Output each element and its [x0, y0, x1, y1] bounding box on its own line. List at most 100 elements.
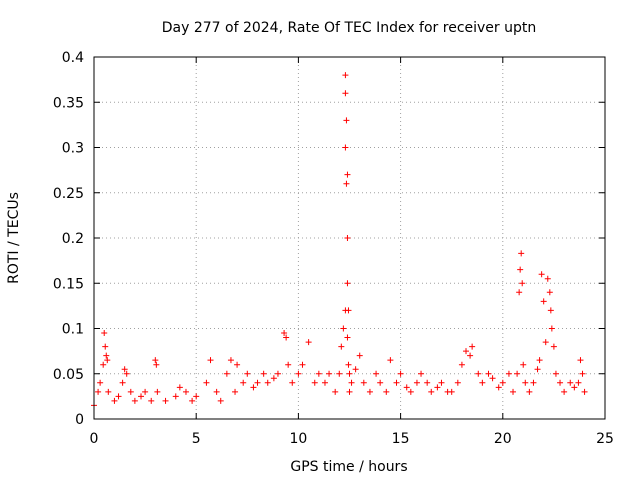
data-point — [469, 343, 476, 350]
data-point — [403, 384, 410, 391]
data-point — [581, 388, 588, 395]
data-point — [342, 72, 349, 79]
data-point — [332, 388, 339, 395]
data-point — [518, 250, 525, 257]
data-point — [326, 370, 333, 377]
data-point — [561, 388, 568, 395]
data-point — [213, 388, 220, 395]
data-point — [342, 90, 349, 97]
data-point — [360, 379, 367, 386]
data-point — [264, 379, 271, 386]
data-point — [138, 393, 145, 400]
data-point — [203, 379, 210, 386]
chart-title: Day 277 of 2024, Rate Of TEC Index for r… — [162, 20, 537, 36]
data-point — [299, 361, 306, 368]
data-point — [434, 384, 441, 391]
data-point — [550, 343, 557, 350]
data-point — [321, 379, 328, 386]
y-axis-label: ROTI / TECUs — [6, 192, 22, 284]
data-point — [510, 388, 517, 395]
data-point — [424, 379, 431, 386]
data-point — [577, 357, 584, 364]
data-point — [121, 366, 128, 373]
data-point — [538, 271, 545, 278]
data-point — [311, 379, 318, 386]
data-point — [373, 370, 380, 377]
data-point — [111, 397, 118, 404]
data-point — [540, 298, 547, 305]
data-point — [154, 388, 161, 395]
data-points — [91, 72, 588, 409]
data-point — [260, 370, 267, 377]
data-point — [343, 117, 350, 124]
data-point — [418, 370, 425, 377]
data-point — [489, 375, 496, 382]
data-point — [315, 370, 322, 377]
data-point — [344, 280, 351, 287]
data-point — [356, 352, 363, 359]
x-tick-label: 0 — [90, 431, 99, 447]
data-point — [250, 384, 257, 391]
data-point — [479, 379, 486, 386]
data-point — [579, 370, 586, 377]
data-point — [254, 379, 261, 386]
data-point — [348, 379, 355, 386]
data-point — [517, 266, 524, 273]
data-point — [189, 397, 196, 404]
data-point — [505, 370, 512, 377]
data-point — [467, 352, 474, 359]
x-tick-label: 20 — [494, 431, 512, 447]
y-tick-label: 0.4 — [62, 50, 84, 66]
data-point — [413, 379, 420, 386]
data-point — [575, 379, 582, 386]
y-tick-label: 0.1 — [62, 322, 84, 338]
data-point — [285, 361, 292, 368]
data-point — [281, 330, 288, 337]
grid-lines — [94, 57, 605, 419]
data-point — [193, 393, 200, 400]
data-point — [499, 379, 506, 386]
data-point — [522, 379, 529, 386]
y-tick-label: 0.25 — [53, 186, 84, 202]
data-point — [340, 325, 347, 332]
data-point — [352, 366, 359, 373]
data-point — [536, 357, 543, 364]
x-tick-label: 25 — [596, 431, 614, 447]
data-point — [485, 370, 492, 377]
data-point — [448, 388, 455, 395]
data-point — [119, 379, 126, 386]
data-point — [336, 370, 343, 377]
data-point — [152, 357, 159, 364]
data-point — [153, 361, 160, 368]
data-point — [176, 384, 183, 391]
data-point — [162, 397, 169, 404]
data-point — [530, 379, 537, 386]
y-tick-label: 0.05 — [53, 367, 84, 383]
data-point — [102, 343, 109, 350]
data-point — [526, 388, 533, 395]
data-point — [343, 180, 350, 187]
data-point — [346, 370, 353, 377]
data-point — [103, 352, 110, 359]
y-tick-label: 0.35 — [53, 95, 84, 111]
data-point — [295, 370, 302, 377]
data-point — [104, 357, 111, 364]
data-point — [240, 379, 247, 386]
data-point — [101, 330, 108, 337]
y-axis-ticks: 0 0.05 0.1 0.15 0.2 0.25 0.3 0.35 0.4 — [53, 50, 605, 428]
data-point — [344, 334, 351, 341]
data-point — [345, 307, 352, 314]
data-point — [142, 388, 149, 395]
data-point — [127, 388, 134, 395]
data-point — [519, 280, 526, 287]
data-point — [458, 361, 465, 368]
data-point — [244, 370, 251, 377]
data-point — [438, 379, 445, 386]
data-point — [428, 388, 435, 395]
data-point — [552, 370, 559, 377]
data-point — [234, 361, 241, 368]
data-point — [383, 388, 390, 395]
data-point — [148, 397, 155, 404]
